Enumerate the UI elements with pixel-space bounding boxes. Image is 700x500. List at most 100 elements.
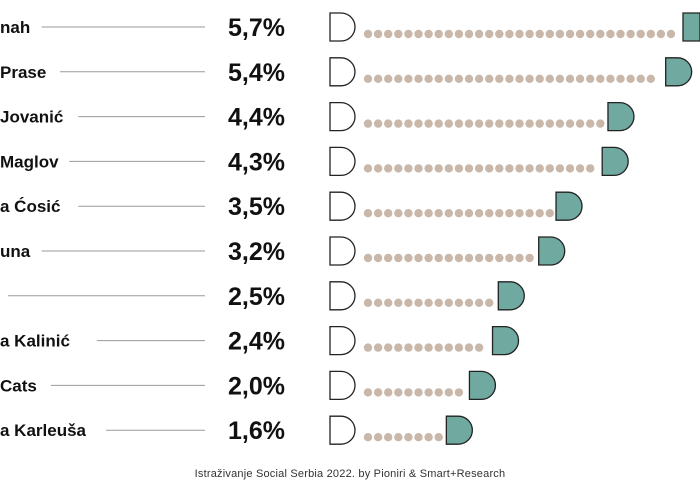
bar-dot (444, 119, 453, 128)
bar-dot (535, 164, 544, 173)
bar-end-cap (445, 415, 473, 445)
bar-dot (575, 74, 585, 84)
bar-dot (444, 209, 453, 218)
bar-dot (394, 253, 403, 263)
bar-dot (515, 209, 524, 218)
category-label: a Ćosić (0, 197, 60, 216)
bar-dot (545, 29, 554, 39)
source-caption: Istraživanje Social Serbia 2022. by Pion… (194, 468, 506, 480)
bar-dot (474, 298, 484, 307)
value-label: 3,2% (228, 238, 285, 266)
bar-dot (505, 209, 514, 218)
bar-dot (363, 433, 373, 442)
bar-dot (373, 298, 383, 307)
bar-start-cap (329, 57, 356, 87)
bar-dot (444, 164, 453, 173)
bar-dot (454, 343, 464, 352)
bar-dot (394, 74, 403, 84)
bar-dot (586, 29, 595, 39)
bar-dot (616, 29, 625, 39)
bar-dot (363, 253, 373, 263)
bar-dot (555, 164, 565, 173)
bar-dot (474, 74, 484, 84)
bar-dot (424, 29, 433, 39)
bar-dot (525, 253, 534, 263)
bar-dot (454, 164, 464, 173)
bar-dot (525, 74, 534, 84)
bar-dot (394, 388, 403, 397)
bar-dot (444, 298, 453, 307)
bar-dot (535, 209, 544, 218)
bar-dot (373, 119, 383, 128)
bar-dot (384, 119, 393, 128)
bar-end-cap (538, 236, 566, 266)
bar-dot (464, 298, 474, 307)
bar-dot (394, 164, 403, 173)
bar-dot (575, 119, 585, 128)
bar-dot (384, 388, 393, 397)
category-label: Jovanić (0, 108, 63, 127)
bar-dot (485, 298, 494, 307)
bar-dot (373, 209, 383, 218)
bar-dot (565, 164, 575, 173)
bar-dot (404, 253, 413, 263)
bar-start-cap (329, 325, 356, 356)
bar-dot (485, 164, 494, 173)
bar-dot (636, 74, 645, 84)
bar-dot (485, 29, 494, 39)
bar-dot (505, 119, 514, 128)
bar-dot (384, 74, 393, 84)
bar-dot (464, 164, 474, 173)
bar-dot (404, 74, 413, 84)
bar-dot (626, 74, 635, 84)
bar-dot (464, 343, 474, 352)
bar-dot (404, 433, 413, 442)
bar-dot (373, 433, 383, 442)
bar-dot (666, 29, 676, 39)
bar-dot (505, 253, 514, 263)
bar-dot (394, 119, 403, 128)
bar-dot (454, 298, 464, 307)
bar-dot (363, 164, 373, 173)
bar-dot (404, 164, 413, 173)
bar-dot (485, 209, 494, 218)
value-label: 4,3% (228, 148, 285, 176)
bar-dot (586, 74, 595, 84)
bar-start-cap (329, 146, 356, 177)
bar-dot (545, 119, 554, 128)
bar-dot (495, 29, 504, 39)
bar-end-cap (682, 12, 700, 42)
bar-dot (384, 209, 393, 218)
bar-dot (404, 343, 413, 352)
bar-dot (596, 119, 605, 128)
bar-dot (373, 388, 383, 397)
bar-start-cap (329, 12, 356, 42)
bar-dot (525, 164, 534, 173)
bar-dot (505, 29, 514, 39)
bar-dot (646, 29, 655, 39)
bar-dot (384, 29, 393, 39)
bar-dot (424, 388, 433, 397)
bar-dot (404, 209, 413, 218)
bar-dot (394, 29, 403, 39)
bar-dot (515, 253, 524, 263)
bar-dot (535, 74, 544, 84)
bar-dot (434, 74, 443, 84)
bar-dot (606, 74, 615, 84)
bar-dot (495, 253, 504, 263)
bar-dot (404, 388, 413, 397)
bar-dot (363, 29, 373, 39)
bar-dot (464, 74, 474, 84)
bar-dot (414, 388, 423, 397)
bar-dot (434, 119, 443, 128)
bar-dot (565, 29, 575, 39)
bar-dot (394, 433, 403, 442)
bar-start-cap (329, 236, 356, 266)
value-label: 4,4% (228, 104, 285, 132)
bar-dot (444, 343, 453, 352)
bar-dot (394, 209, 403, 218)
bar-dot (434, 298, 443, 307)
bar-dot (525, 119, 534, 128)
bar-dot (596, 29, 605, 39)
category-label: a Karleuša (0, 421, 87, 440)
